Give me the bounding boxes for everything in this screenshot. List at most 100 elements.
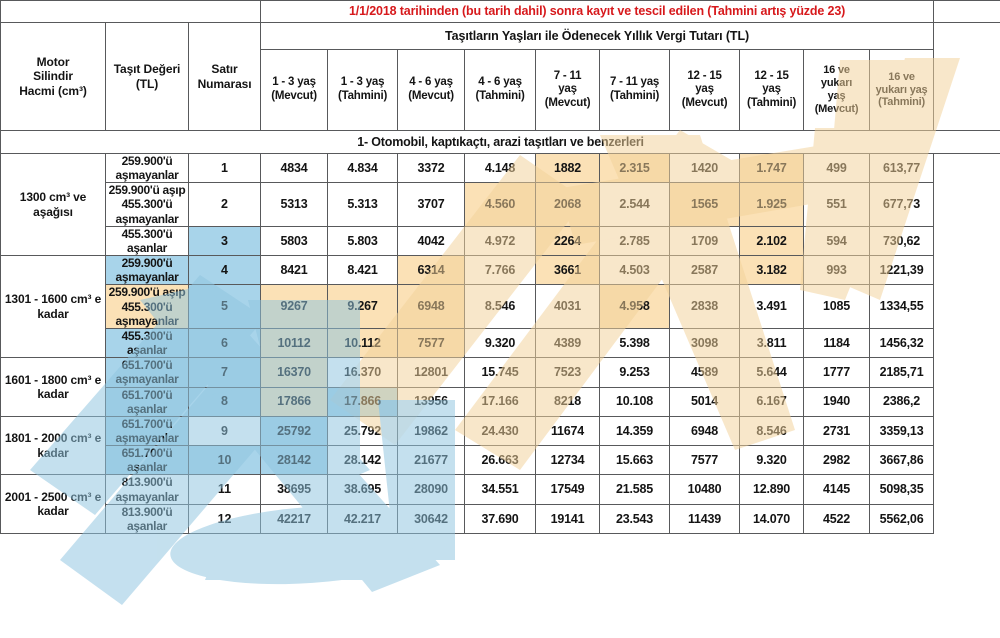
tax-amount-cell: 25792 [260, 415, 329, 447]
col-h-line1: 4 - 6 yaş [478, 76, 522, 89]
table-row: 813.900'ü aşanlar 12 42217 42.217 30642 37.690… [1, 503, 1000, 535]
tax-amount-cell: 15.745 [464, 357, 537, 388]
value-desc-line2: aşanlar [127, 343, 167, 358]
tax-amount-cell: 9267 [260, 284, 329, 329]
tax-amount-cell: 12.890 [739, 474, 805, 505]
tax-amount-cell: 2386,2 [869, 386, 935, 417]
col-h-line1: 12 - 15 [754, 69, 789, 82]
tax-amount-cell: 2.785 [599, 225, 671, 257]
tax-amount-cell: 10.108 [599, 386, 671, 417]
tax-amount-cell: 2587 [669, 255, 741, 286]
tax-amount-cell: 17.866 [327, 386, 399, 417]
table-row: 651.700'ü aşanlar 10 28142 28.142 21677 26.663… [1, 445, 1000, 476]
vehicle-value-cell: 455.300'ü aşanlar [105, 225, 189, 257]
tax-amount-cell: 5014 [669, 386, 741, 417]
tax-amount-cell: 551 [803, 182, 871, 227]
tax-amount-cell: 1456,32 [869, 327, 935, 359]
row-number-cell: 2 [187, 182, 262, 227]
tax-amount-cell: 12801 [397, 357, 466, 388]
tax-amount-cell: 1777 [803, 357, 871, 388]
tax-amount-cell: 1.925 [739, 182, 805, 227]
tax-amount-cell: 5.803 [327, 225, 399, 257]
table-title: 1/1/2018 tarihinden (bu tarih dahil) son… [260, 0, 935, 23]
header-row-number: Satır Numarası [187, 22, 262, 131]
col-header-4-6-mevcut: 4 - 6 yaş (Mevcut) [397, 49, 466, 131]
tax-amount-cell: 6.167 [739, 386, 805, 417]
header-spacer [933, 22, 1000, 131]
col-h-line2: yukarı [820, 77, 853, 90]
col-h-line3: (Mevcut) [681, 96, 728, 109]
row-number-cell: 10 [187, 445, 262, 476]
vehicle-value-cell: 813.900'ü aşmayanlar [105, 474, 189, 505]
value-desc-line1: 651.700'ü [121, 416, 173, 431]
section-label: 1- Otomobil, kaptıkaçtı, arazi taşıtları… [0, 130, 1000, 154]
tax-amount-cell: 25.792 [327, 415, 399, 447]
value-desc-line1: 455.300'ü [121, 328, 173, 343]
engine-capacity-cell: 1601 - 1800 cm³ e kadar [0, 357, 106, 417]
value-desc-line1: 259.900'ü [121, 256, 173, 271]
tax-amount-cell: 42217 [260, 503, 329, 535]
tax-amount-cell: 28142 [260, 445, 329, 476]
value-desc-line2: aşmayanlar [115, 168, 179, 183]
tax-amount-cell: 2731 [803, 415, 871, 447]
tax-amount-cell: 16370 [260, 357, 329, 388]
tax-amount-cell: 1184 [803, 327, 871, 359]
tax-amount-cell: 7.766 [464, 255, 537, 286]
value-desc-line2: 455.300'ü [121, 197, 173, 212]
tax-amount-cell: 19141 [535, 503, 601, 535]
section-banner-row: 1- Otomobil, kaptıkaçtı, arazi taşıtları… [0, 130, 1000, 154]
row-number-cell: 11 [187, 474, 262, 505]
tax-amount-cell: 3372 [397, 152, 466, 184]
tax-amount-cell: 5.313 [327, 182, 399, 227]
tax-amount-cell: 8218 [535, 386, 601, 417]
col-header-16-plus-tahmini: 16 ve yukarı yaş (Tahmini) [869, 49, 935, 131]
vehicle-value-cell: 651.700'ü aşmayanlar [105, 415, 189, 447]
engine-capacity-cell: 1301 - 1600 cm³ e kadar [0, 255, 106, 359]
value-desc-line1: 259.900'ü aşıp [108, 183, 186, 198]
value-desc-line2: aşmayanlar [115, 430, 179, 445]
tax-amount-cell: 1085 [803, 284, 871, 329]
col-h-line2: (Mevcut) [271, 90, 317, 102]
tax-amount-cell: 4389 [535, 327, 601, 359]
col-h-line3: yaş [827, 90, 846, 102]
table-row: 259.900'ü aşıp 455.300'ü aşmayanlar 5 9267 9.… [1, 284, 1000, 329]
title-blank-right [933, 0, 1000, 23]
tax-amount-cell: 1334,55 [869, 284, 935, 329]
tax-amount-cell: 4042 [397, 225, 466, 257]
row-number-cell: 1 [187, 152, 262, 184]
tax-amount-cell: 9.320 [464, 327, 537, 359]
col-h-line1: 1 - 3 yaş [340, 76, 385, 89]
vehicle-value-cell: 259.900'ü aşmayanlar [105, 152, 189, 184]
tax-amount-cell: 3098 [669, 327, 741, 359]
col-h-line2: (Mevcut) [408, 90, 454, 102]
tax-amount-cell: 5803 [260, 225, 329, 257]
tax-amount-cell: 3667,86 [869, 445, 935, 476]
row-number-cell: 4 [187, 255, 262, 286]
value-desc-line2: 455.300'ü [121, 299, 173, 314]
tax-amount-cell: 16.370 [327, 357, 399, 388]
tax-amount-cell: 15.663 [599, 445, 671, 476]
tax-amount-cell: 10480 [669, 474, 741, 505]
tax-amount-cell: 28.142 [327, 445, 399, 476]
tax-amount-cell: 4.503 [599, 255, 671, 286]
value-desc-line2: aşmayanlar [115, 270, 179, 285]
tax-amount-cell: 26.663 [464, 445, 537, 476]
table-row: 1301 - 1600 cm³ e kadar 259.900'ü aşmayanl… [0, 255, 1000, 359]
col-header-1-3-tahmini: 1 - 3 yaş (Tahmini) [327, 49, 399, 131]
col-h-line2: yaş [695, 83, 714, 96]
tax-amount-cell: 21677 [397, 445, 466, 476]
table-row: 455.300'ü aşanlar 3 5803 5.803 4042 4.972 2264 2… [1, 225, 1000, 257]
col-header-7-11-tahmini: 7 - 11 yaş (Tahmini) [599, 49, 671, 131]
tax-amount-cell: 5.398 [599, 327, 671, 359]
tax-amount-cell: 6948 [669, 415, 741, 447]
tax-amount-cell: 2.102 [739, 225, 805, 257]
value-desc-line2: aşanlar [127, 518, 167, 533]
vehicle-value-cell: 651.700'ü aşanlar [105, 386, 189, 417]
tax-amount-cell: 499 [803, 152, 871, 184]
vehicle-value-cell: 455.300'ü aşanlar [105, 327, 189, 359]
col-h-line2: (Tahmini) [337, 90, 388, 102]
tax-amount-cell: 10112 [260, 327, 329, 359]
tax-amount-cell: 11439 [669, 503, 741, 535]
col-h-line3: (Mevcut) [544, 96, 591, 109]
header-engine-line2: Silindir [33, 69, 73, 84]
